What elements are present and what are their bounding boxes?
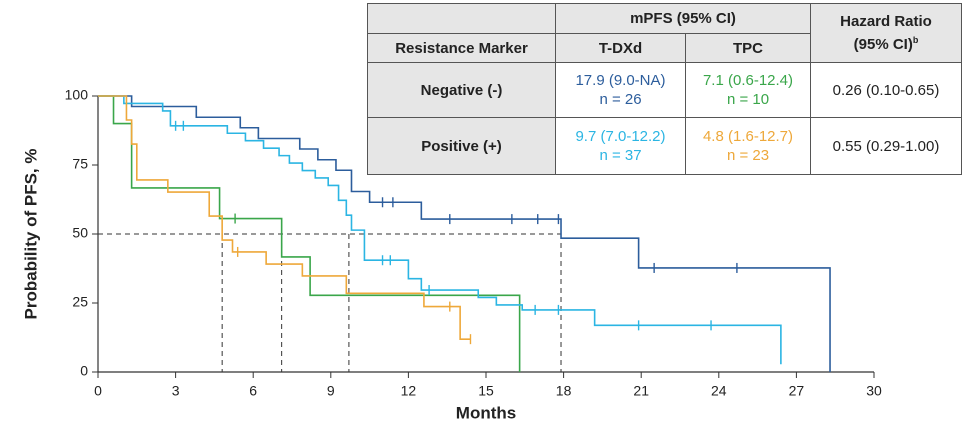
y-tick-label: 75	[72, 156, 88, 172]
tpc-header: TPC	[685, 33, 811, 63]
n: n = 37	[599, 147, 642, 164]
y-tick-label: 25	[72, 294, 88, 310]
tpc-cell: 7.1 (0.6-12.4) n = 10	[685, 62, 811, 118]
x-tick-label: 15	[478, 383, 494, 399]
row-label: Negative (-)	[367, 62, 556, 118]
group-header: mPFS (95% CI)	[555, 3, 811, 34]
mpfs: 17.9 (9.0-NA)	[575, 72, 666, 89]
mpfs: 4.8 (1.6-12.7)	[702, 128, 794, 145]
marker-header: Resistance Marker	[367, 33, 556, 63]
y-tick-label: 0	[80, 363, 88, 379]
blank-cell	[367, 3, 556, 34]
x-tick-label: 0	[94, 383, 102, 399]
km-curve	[98, 95, 521, 372]
tdxd-header: T-DXd	[555, 33, 686, 63]
x-tick-label: 30	[866, 383, 882, 399]
y-tick-label: 50	[72, 225, 88, 241]
km-curve	[98, 95, 831, 372]
mpfs: 7.1 (0.6-12.4)	[702, 72, 794, 89]
hr-cell: 0.26 (0.10-0.65)	[810, 62, 962, 118]
row-label: Positive (+)	[367, 117, 556, 175]
n: n = 26	[599, 91, 642, 108]
hr-header: Hazard Ratio (95% CI)b	[810, 3, 962, 63]
hr-cell: 0.55 (0.29-1.00)	[810, 117, 962, 175]
x-axis-label: Months	[456, 403, 516, 422]
results-table: mPFS (95% CI) Hazard Ratio (95% CI)b Resi…	[367, 3, 962, 175]
km-curve	[98, 95, 782, 365]
mpfs: 9.7 (7.0-12.2)	[575, 128, 666, 145]
y-axis-label: Probability of PFS, %	[21, 149, 40, 320]
x-tick-label: 12	[401, 383, 417, 399]
x-tick-label: 3	[172, 383, 180, 399]
x-tick-label: 18	[556, 383, 572, 399]
hr-ci-header: (95% CI)	[853, 36, 913, 53]
hr-note: b	[912, 35, 919, 45]
x-tick-label: 21	[633, 383, 649, 399]
n: n = 23	[726, 147, 770, 164]
n: n = 10	[726, 91, 770, 108]
y-tick-label: 100	[65, 87, 89, 103]
x-tick-label: 27	[789, 383, 805, 399]
tdxd-cell: 17.9 (9.0-NA) n = 26	[555, 62, 686, 118]
tpc-cell: 4.8 (1.6-12.7) n = 23	[685, 117, 811, 175]
hr-header-text: Hazard Ratio	[840, 13, 932, 30]
x-tick-label: 6	[249, 383, 257, 399]
x-tick-label: 24	[711, 383, 727, 399]
km-curve	[98, 95, 471, 340]
x-tick-label: 9	[327, 383, 335, 399]
tdxd-cell: 9.7 (7.0-12.2) n = 37	[555, 117, 686, 175]
